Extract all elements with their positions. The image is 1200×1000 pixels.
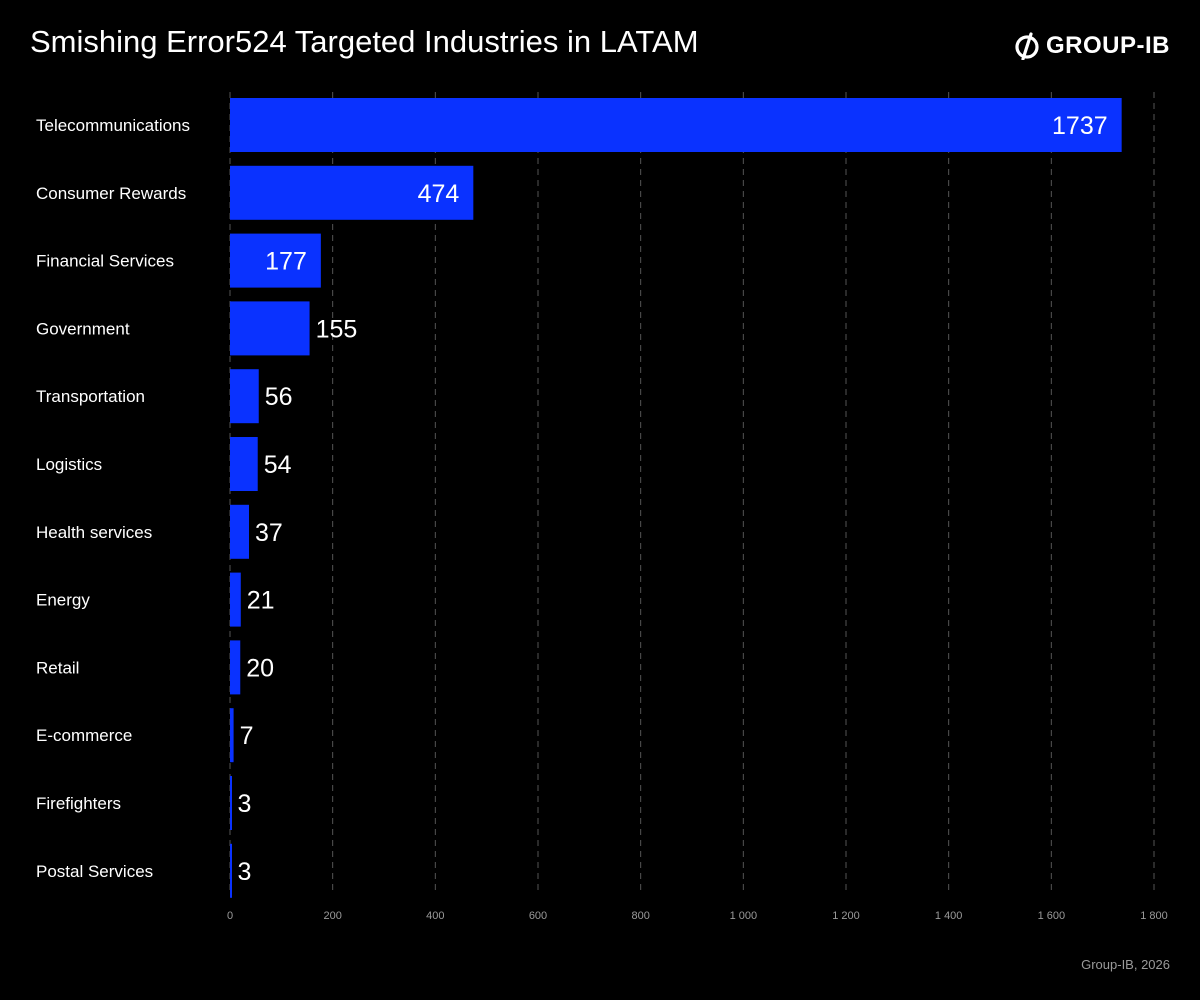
bar-postal-services (230, 843, 232, 898)
category-label: Financial Services (36, 252, 174, 271)
logo-text: GROUP-IB (1046, 32, 1170, 59)
bar-firefighters (230, 776, 232, 830)
labels: Telecommunications 1737 Consumer Rewards 47… (36, 112, 1108, 886)
category-label: E-commerce (36, 726, 132, 745)
value-label: 21 (247, 587, 275, 615)
value-label: 1737 (1052, 112, 1108, 140)
bar-e-commerce (230, 708, 234, 763)
bar-consumer-rewards (230, 165, 474, 220)
value-label: 37 (255, 519, 283, 547)
x-tick-label: 200 (323, 910, 341, 922)
bar-energy (230, 572, 241, 627)
chart-title: Smishing Error524 Targeted Industries in… (30, 24, 699, 59)
x-tick-label: 1 200 (832, 910, 860, 922)
x-tick-label: 400 (426, 910, 444, 922)
value-label: 155 (316, 315, 358, 343)
bar-transportation (230, 369, 259, 424)
bar-telecommunications (230, 98, 1122, 152)
category-label: Energy (36, 591, 90, 610)
bar-retail (230, 640, 241, 695)
category-label: Logistics (36, 455, 102, 474)
bar-logistics (230, 437, 258, 491)
category-label: Health services (36, 523, 152, 542)
x-axis-ticks: 0 200 400 600 800 1 000 1 200 1 400 1 600 1 800 (227, 910, 1168, 922)
category-label: Consumer Rewards (36, 184, 186, 203)
category-label: Retail (36, 658, 79, 677)
x-tick-label: 1 800 (1140, 910, 1168, 922)
value-label: 20 (246, 654, 274, 682)
value-label: 3 (238, 790, 252, 818)
source-note: Group-IB, 2026 (1081, 957, 1170, 972)
bars (230, 98, 1122, 898)
bar-financial-services (230, 233, 321, 288)
x-tick-label: 1 600 (1038, 910, 1066, 922)
group-ib-logo: GROUP-IB (1014, 32, 1170, 60)
group-ib-logo-icon (1015, 32, 1039, 60)
category-label: Firefighters (36, 794, 121, 813)
bar-health-services (230, 504, 249, 559)
value-label: 56 (265, 383, 293, 411)
x-tick-label: 600 (529, 910, 547, 922)
x-tick-label: 1 000 (730, 910, 758, 922)
grid-lines (229, 92, 1155, 894)
category-label: Government (36, 319, 130, 338)
x-tick-label: 0 (227, 910, 233, 922)
value-label: 7 (240, 722, 254, 750)
value-label: 54 (264, 451, 292, 479)
value-label: 474 (418, 180, 460, 208)
category-label: Postal Services (36, 862, 153, 881)
category-label: Telecommunications (36, 116, 190, 135)
x-tick-label: 1 400 (935, 910, 963, 922)
value-label: 3 (238, 858, 252, 886)
x-tick-label: 800 (631, 910, 649, 922)
bar-government (230, 301, 310, 356)
value-label: 177 (265, 248, 307, 276)
category-label: Transportation (36, 387, 145, 406)
